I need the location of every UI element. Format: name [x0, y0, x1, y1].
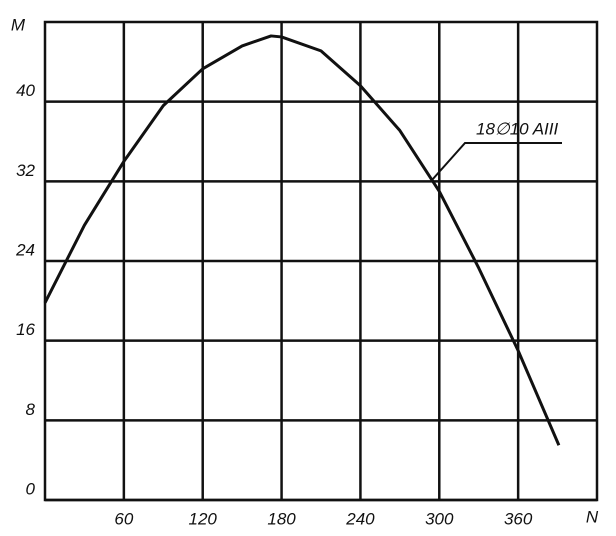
x-tick-label: 300 [425, 509, 454, 528]
y-tick-label: 0 [26, 479, 36, 498]
y-tick-label: 8 [26, 400, 36, 419]
y-axis-label: M [11, 15, 26, 34]
y-tick-label: 40 [16, 81, 35, 100]
x-tick-label: 240 [345, 509, 375, 528]
annotation: 18∅10 AIII [476, 119, 559, 138]
y-tick-label: 32 [16, 161, 35, 180]
y-tick-label: 16 [16, 320, 35, 339]
x-tick-label: 180 [267, 509, 296, 528]
x-tick-label: 360 [504, 509, 533, 528]
y-tick-label: 24 [15, 240, 35, 259]
annotation-leader [431, 142, 562, 181]
x-tick-label: 120 [189, 509, 218, 528]
x-tick-label: 60 [114, 509, 133, 528]
data-line [43, 34, 561, 446]
x-axis-label: N [586, 507, 599, 526]
